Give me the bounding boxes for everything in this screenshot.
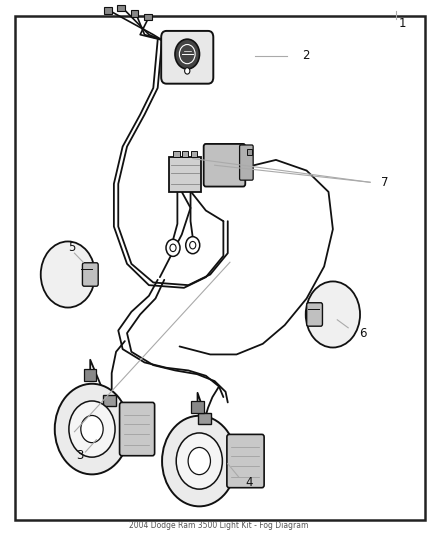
Circle shape (186, 237, 200, 254)
Circle shape (170, 244, 176, 252)
FancyBboxPatch shape (82, 263, 98, 286)
Text: 2004 Dodge Ram 3500 Light Kit - Fog Diagram: 2004 Dodge Ram 3500 Light Kit - Fog Diag… (129, 521, 309, 530)
Circle shape (81, 416, 103, 442)
Text: 1: 1 (399, 18, 406, 30)
Bar (169, 157, 201, 192)
Text: 3: 3 (77, 449, 84, 462)
Text: 7: 7 (381, 176, 389, 189)
Circle shape (185, 68, 190, 74)
Circle shape (188, 448, 211, 475)
Circle shape (166, 239, 180, 256)
FancyBboxPatch shape (240, 145, 253, 180)
Bar (131, 10, 138, 17)
Circle shape (176, 433, 223, 489)
FancyBboxPatch shape (204, 144, 245, 187)
Text: 5: 5 (68, 241, 75, 254)
Bar (144, 14, 152, 20)
FancyBboxPatch shape (307, 303, 322, 326)
Circle shape (175, 39, 200, 69)
Text: 2: 2 (302, 50, 310, 62)
Bar (191, 151, 197, 157)
Bar (182, 151, 188, 157)
Text: 6: 6 (359, 327, 367, 340)
Bar (84, 369, 96, 381)
FancyBboxPatch shape (120, 402, 155, 456)
Circle shape (69, 401, 115, 457)
Bar (103, 395, 116, 406)
Bar (247, 149, 252, 155)
Bar (117, 5, 125, 11)
Circle shape (41, 241, 95, 308)
Bar (198, 413, 211, 424)
Circle shape (306, 281, 360, 348)
Circle shape (190, 241, 196, 249)
FancyBboxPatch shape (161, 31, 213, 84)
FancyBboxPatch shape (227, 434, 264, 488)
Bar (173, 151, 180, 157)
Bar (104, 7, 112, 14)
Circle shape (55, 384, 129, 474)
Circle shape (162, 416, 237, 506)
Bar (191, 401, 204, 413)
Text: 4: 4 (245, 476, 253, 489)
